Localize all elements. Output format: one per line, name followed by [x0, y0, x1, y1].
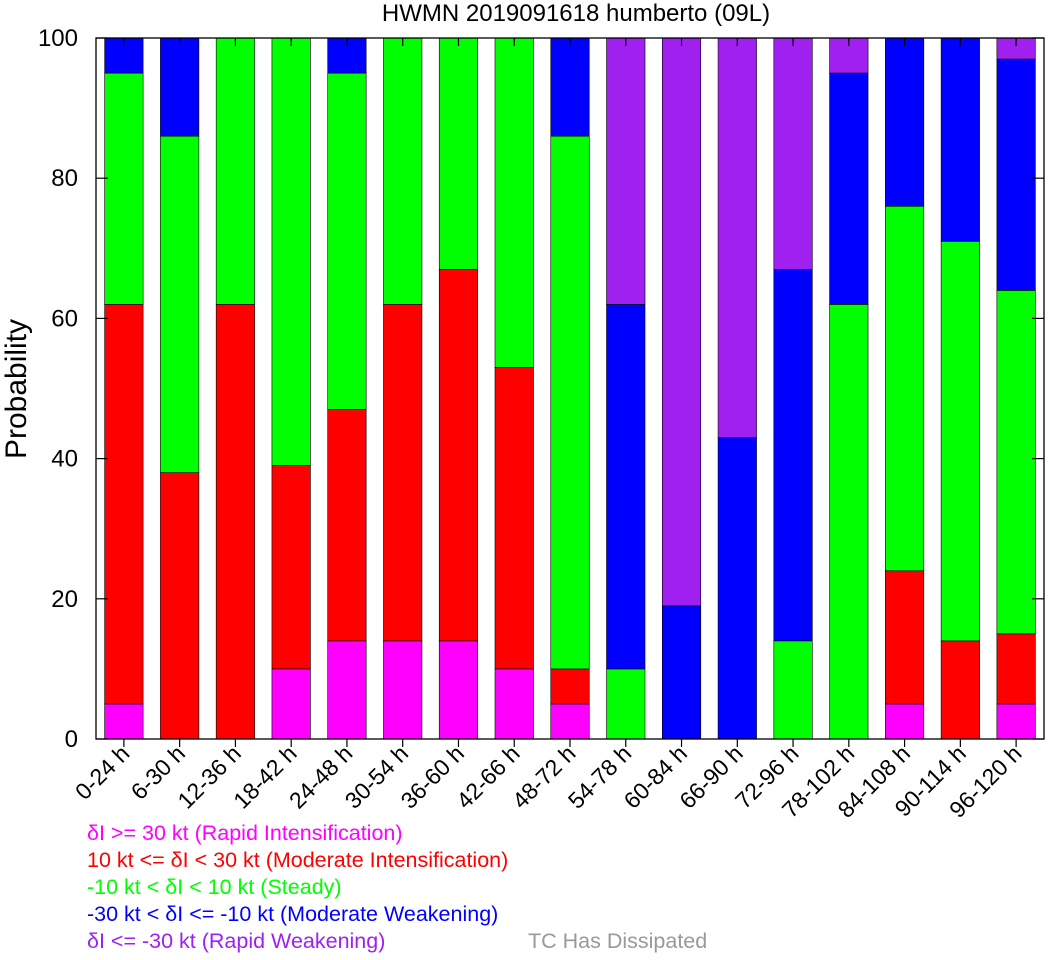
- bar-segment-0-24h-s0: [104, 703, 144, 740]
- bars-group: [104, 37, 1036, 740]
- bar-segment-6-30h-s1: [160, 472, 200, 740]
- legend-dissipated: TC Has Dissipated: [528, 929, 708, 953]
- bar-segment-36-60h-s0: [438, 640, 479, 740]
- bar-segment-66-90h-s3: [717, 437, 757, 740]
- bar-segment-72-96h-s3: [773, 269, 813, 642]
- bar-segment-96-120h-s3: [996, 58, 1036, 291]
- bar-segment-84-108h-s0: [885, 703, 925, 740]
- x-tick-label: 0-24 h: [70, 740, 135, 805]
- bar-segment-66-90h-s4: [717, 37, 757, 438]
- bar-segment-60-84h-s4: [661, 37, 702, 607]
- bar-segment-12-36h-s2: [215, 37, 255, 305]
- bar-segment-84-108h-s2: [885, 205, 925, 572]
- bar-segment-90-114h-s2: [940, 240, 980, 642]
- bar-segment-36-60h-s1: [438, 269, 479, 642]
- bar-segment-48-72h-s2: [550, 135, 590, 670]
- bar-segment-12-36h-s1: [215, 304, 255, 740]
- bar-segment-30-54h-s2: [383, 37, 423, 305]
- bar-segment-78-102h-s2: [829, 304, 869, 740]
- legend-item: -10 kt < δI < 10 kt (Steady): [87, 875, 342, 899]
- bar-segment-30-54h-s1: [383, 304, 423, 642]
- y-tick-label: 100: [38, 25, 78, 52]
- bar-segment-96-120h-s1: [996, 633, 1036, 705]
- y-tick-label: 20: [51, 586, 78, 613]
- bar-segment-54-78h-s3: [606, 304, 646, 670]
- y-axis-label: Probability: [0, 319, 33, 459]
- legend-item: δI >= 30 kt (Rapid Intensification): [87, 821, 403, 845]
- bar-segment-54-78h-s4: [606, 37, 646, 305]
- legend-item: δI <= -30 kt (Rapid Weakening): [87, 929, 386, 953]
- bar-segment-90-114h-s1: [940, 640, 980, 740]
- bar-segment-24-48h-s0: [327, 640, 367, 740]
- bar-segment-54-78h-s2: [606, 668, 646, 740]
- bar-segment-42-66h-s0: [494, 668, 534, 740]
- bar-segment-72-96h-s2: [773, 640, 813, 740]
- bar-segment-6-30h-s2: [160, 135, 200, 473]
- y-tick-label: 0: [65, 726, 78, 753]
- y-tick-label: 40: [51, 446, 78, 473]
- legend-item: -30 kt < δI <= -10 kt (Moderate Weakenin…: [87, 902, 499, 926]
- bar-segment-42-66h-s2: [494, 37, 534, 368]
- legend-item: 10 kt <= δI < 30 kt (Moderate Intensific…: [87, 848, 509, 872]
- bar-segment-96-120h-s0: [996, 703, 1036, 740]
- bar-segment-6-30h-s3: [160, 37, 200, 137]
- bar-segment-48-72h-s1: [550, 668, 590, 705]
- bar-segment-72-96h-s4: [773, 37, 813, 270]
- bar-segment-48-72h-s0: [550, 703, 590, 740]
- bar-segment-84-108h-s1: [885, 570, 925, 705]
- bar-segment-24-48h-s1: [327, 409, 367, 642]
- legend: δI >= 30 kt (Rapid Intensification) 10 kt…: [87, 820, 508, 955]
- bar-segment-78-102h-s3: [829, 72, 869, 305]
- bar-segment-42-66h-s1: [494, 367, 534, 670]
- bar-segment-18-42h-s1: [271, 465, 311, 670]
- bar-segment-18-42h-s2: [271, 37, 311, 466]
- bar-segment-84-108h-s3: [885, 37, 925, 207]
- bar-segment-48-72h-s3: [550, 37, 590, 137]
- y-tick-label: 60: [51, 305, 78, 332]
- bar-segment-90-114h-s3: [940, 37, 980, 242]
- bar-segment-36-60h-s2: [438, 37, 479, 270]
- bar-segment-30-54h-s0: [383, 640, 423, 740]
- bar-segment-60-84h-s3: [661, 605, 702, 740]
- bar-segment-0-24h-s1: [104, 304, 144, 705]
- bar-segment-24-48h-s2: [327, 72, 367, 410]
- bar-segment-0-24h-s2: [104, 72, 144, 305]
- chart-title: HWMN 2019091618 humberto (09L): [382, 0, 770, 27]
- y-tick-label: 80: [51, 165, 78, 192]
- bar-segment-18-42h-s0: [271, 668, 311, 740]
- bar-segment-96-120h-s2: [996, 290, 1036, 635]
